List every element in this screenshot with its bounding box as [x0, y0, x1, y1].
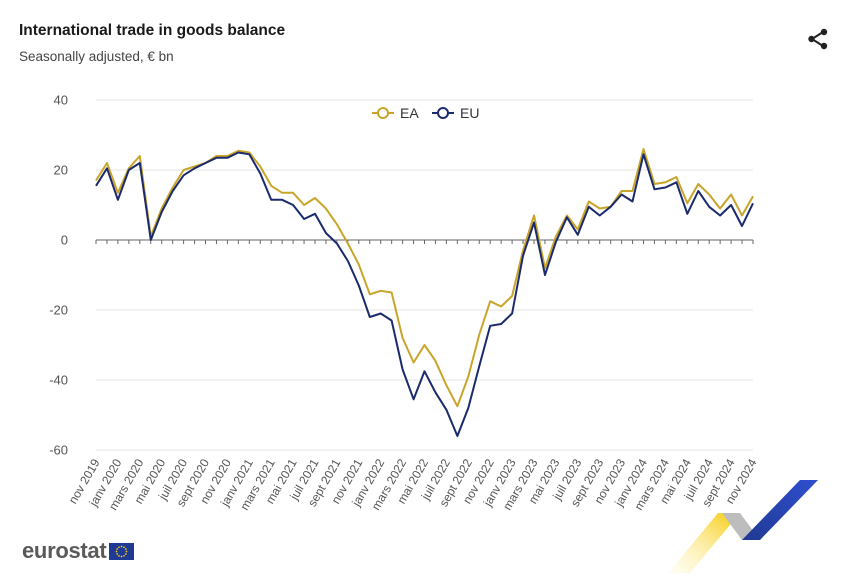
eurostat-logo: eurostat [22, 538, 135, 564]
series-line-eu[interactable] [95, 151, 754, 437]
logo-text: eurostat [22, 538, 107, 563]
y-tick-label: 40 [54, 93, 68, 108]
chart-title: International trade in goods balance [19, 22, 286, 39]
share-icon[interactable] [806, 27, 830, 51]
y-tick-label: 20 [54, 163, 68, 178]
legend-label: EA [400, 105, 419, 121]
legend-label: EU [460, 105, 479, 121]
legend-marker [377, 107, 389, 119]
legend-item-ea[interactable]: EA [372, 105, 419, 121]
legend-item-eu[interactable]: EU [432, 105, 479, 121]
y-tick-label: -40 [49, 373, 68, 388]
chart-subtitle: Seasonally adjusted, € bn [19, 49, 174, 64]
y-tick-label: -20 [49, 303, 68, 318]
y-tick-label: -60 [49, 443, 68, 458]
corner-decoration [668, 480, 818, 573]
y-tick-label: 0 [61, 233, 68, 248]
eu-flag-icon [109, 542, 135, 560]
legend-marker [437, 107, 449, 119]
